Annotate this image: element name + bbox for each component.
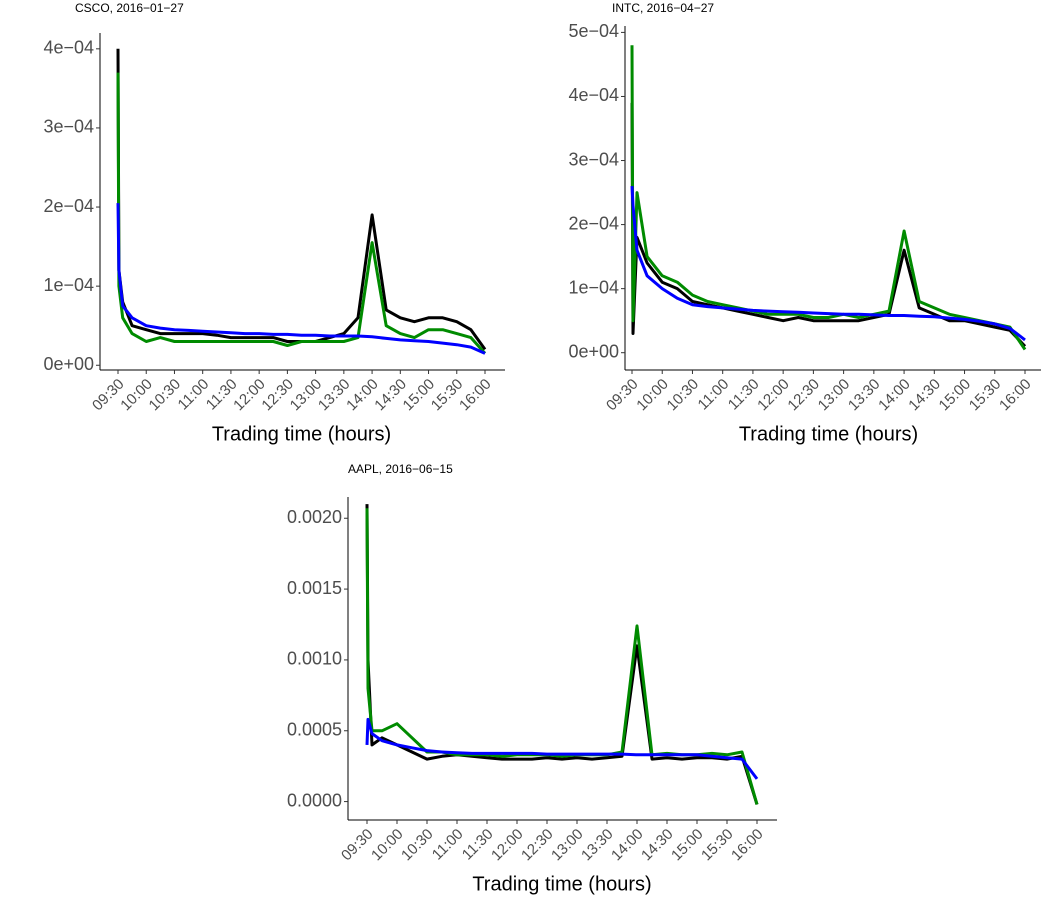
x-axis-title: Trading time (hours) — [472, 873, 651, 895]
series-line — [630, 102, 1027, 348]
x-tick-label: 15:00 — [400, 376, 439, 415]
x-tick-label: 16:00 — [728, 826, 767, 865]
y-tick-label: 4e−04 — [43, 38, 94, 58]
x-tick-label: 15:30 — [428, 376, 467, 415]
series-line — [630, 45, 1027, 351]
y-tick-label: 0.0010 — [287, 649, 342, 669]
x-tick-label: 15:00 — [668, 826, 707, 865]
y-tick-label: 0.0000 — [287, 790, 342, 810]
series-line — [630, 186, 1026, 342]
x-tick-label: 11:30 — [459, 826, 497, 864]
x-tick-label: 12:00 — [488, 826, 527, 865]
x-tick-label: 10:30 — [146, 376, 185, 415]
x-tick-label: 15:30 — [698, 826, 737, 865]
x-tick-label: 12:30 — [518, 826, 557, 865]
series-line — [116, 72, 487, 355]
x-tick-label: 14:00 — [875, 376, 914, 415]
x-tick-label: 14:00 — [343, 376, 382, 415]
x-tick-label: 13:30 — [845, 376, 884, 415]
x-tick-label: 11:00 — [175, 376, 213, 414]
y-tick-label: 2e−04 — [568, 213, 619, 233]
x-tick-label: 11:30 — [725, 376, 763, 414]
x-tick-label: 10:00 — [633, 376, 672, 415]
x-tick-label: 12:30 — [258, 376, 297, 415]
x-tick-label: 09:30 — [338, 826, 377, 865]
chart-title: AAPL, 2016−06−15 — [348, 462, 453, 476]
y-tick-label: 1e−04 — [43, 275, 94, 295]
x-tick-label: 15:00 — [936, 376, 975, 415]
x-tick-label: 13:30 — [315, 376, 354, 415]
x-tick-label: 15:30 — [966, 376, 1005, 415]
x-tick-label: 13:00 — [815, 376, 854, 415]
series-line — [365, 504, 759, 805]
y-tick-label: 5e−04 — [568, 21, 619, 41]
y-tick-label: 2e−04 — [43, 196, 94, 216]
x-tick-label: 16:00 — [456, 376, 495, 415]
x-tick-label: 14:00 — [608, 826, 647, 865]
x-tick-label: 14:30 — [638, 826, 677, 865]
x-tick-label: 14:30 — [905, 376, 944, 415]
y-tick-label: 1e−04 — [568, 277, 619, 297]
chart-title: INTC, 2016−04−27 — [612, 1, 714, 15]
x-tick-label: 09:30 — [603, 376, 642, 415]
x-tick-label: 12:30 — [784, 376, 823, 415]
y-tick-label: 3e−04 — [43, 117, 94, 137]
chart-title: CSCO, 2016−01−27 — [75, 1, 184, 15]
x-tick-label: 11:00 — [695, 376, 733, 414]
y-tick-label: 0.0020 — [287, 507, 342, 527]
x-tick-label: 11:00 — [429, 826, 467, 864]
x-axis-title: Trading time (hours) — [212, 423, 391, 445]
series-line — [116, 203, 486, 355]
x-tick-label: 10:00 — [117, 376, 156, 415]
x-tick-label: 09:30 — [89, 376, 128, 415]
x-tick-label: 10:30 — [398, 826, 437, 865]
y-tick-label: 4e−04 — [568, 85, 619, 105]
x-tick-label: 14:30 — [371, 376, 410, 415]
x-tick-label: 13:30 — [578, 826, 617, 865]
x-tick-label: 10:00 — [368, 826, 407, 865]
y-tick-label: 0e+00 — [568, 341, 619, 361]
x-tick-label: 12:00 — [230, 376, 269, 415]
y-tick-label: 3e−04 — [568, 149, 619, 169]
x-tick-label: 16:00 — [996, 376, 1035, 415]
x-tick-label: 10:30 — [664, 376, 703, 415]
x-tick-label: 13:00 — [548, 826, 587, 865]
series-line — [116, 48, 487, 351]
x-tick-label: 12:00 — [754, 376, 793, 415]
y-tick-label: 0.0015 — [287, 578, 342, 598]
y-tick-label: 0e+00 — [43, 354, 94, 374]
y-tick-label: 0.0005 — [287, 720, 342, 740]
series-line — [365, 717, 759, 780]
x-tick-label: 13:00 — [287, 376, 326, 415]
x-axis-title: Trading time (hours) — [739, 423, 918, 445]
